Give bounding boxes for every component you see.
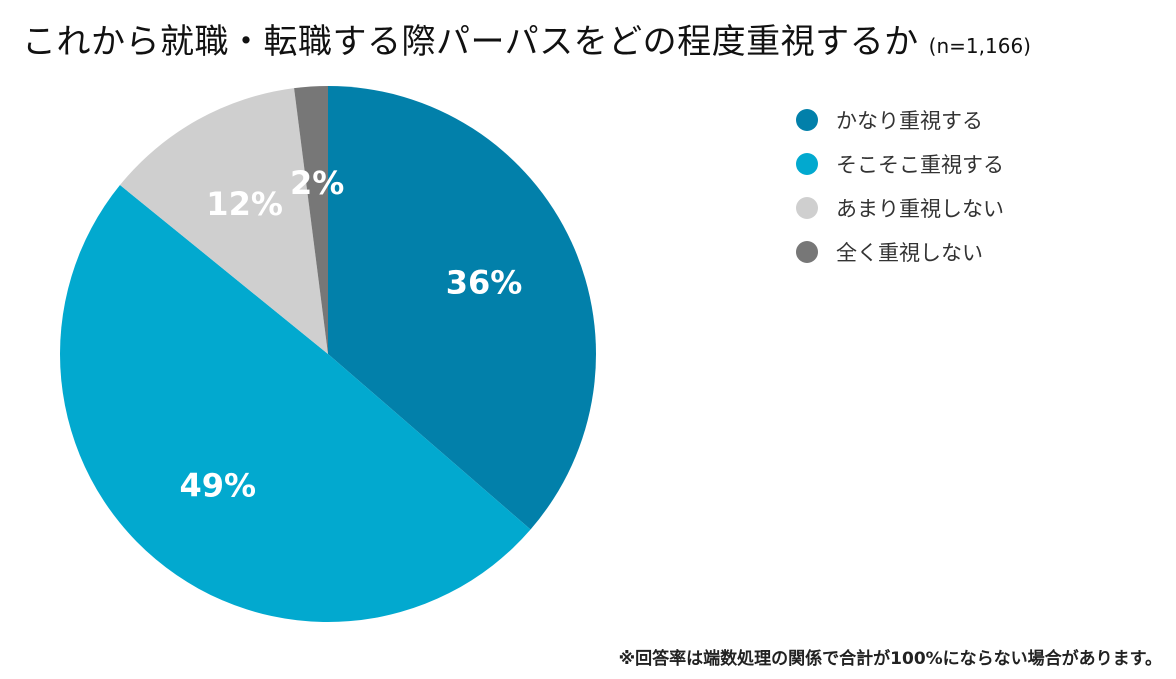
legend-swatch (796, 109, 818, 131)
legend-swatch (796, 241, 818, 263)
footnote: ※回答率は端数処理の関係で合計が100%にならない場合があります。 (618, 649, 1162, 669)
pie-slices (59, 86, 596, 623)
legend-label: かなり重視する (836, 109, 983, 133)
slice-label-1: 36% (446, 264, 523, 302)
chart-title-main: これから就職・転職する際パーパスをどの程度重視するか (22, 22, 919, 62)
slice-label-2: 49% (179, 466, 256, 504)
pie-slice-4 (294, 86, 328, 354)
legend-item-1: かなり重視する (796, 106, 1004, 134)
legend-item-3: あまり重視しない (796, 194, 1004, 222)
legend-swatch (796, 153, 818, 175)
legend-swatch (796, 197, 818, 219)
pie-slice-3 (119, 88, 329, 354)
slice-label-3: 12% (206, 185, 283, 223)
legend-item-4: 全く重視しない (796, 238, 1004, 266)
legend: かなり重視する そこそこ重視する あまり重視しない 全く重視しない (796, 106, 1004, 282)
legend-label: あまり重視しない (836, 197, 1004, 221)
sample-size-label: (n=1,166) (928, 34, 1031, 58)
slice-label-4: 2% (290, 164, 344, 202)
legend-item-2: そこそこ重視する (796, 150, 1004, 178)
pie-slice-labels: 36% 49% 12%2% (179, 164, 522, 505)
legend-label: そこそこ重視する (836, 153, 1004, 177)
pie-slice-2 (59, 185, 531, 623)
pie-slice-1 (328, 86, 596, 530)
legend-label: 全く重視しない (836, 241, 983, 265)
chart-title: これから就職・転職する際パーパスをどの程度重視するか (n=1,166) (22, 14, 1031, 63)
